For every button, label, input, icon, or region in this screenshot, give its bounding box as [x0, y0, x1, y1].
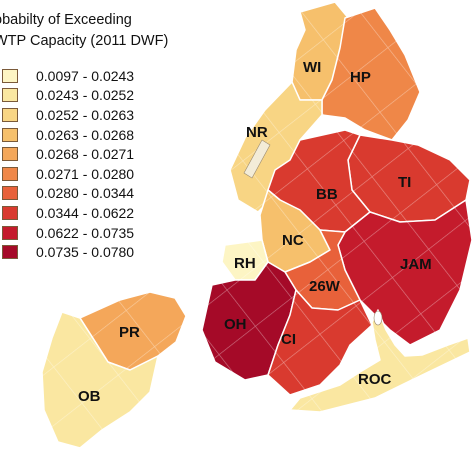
legend-swatch — [2, 127, 18, 142]
legend-label: 0.0344 - 0.0622 — [36, 204, 135, 221]
legend-item: 0.0268 - 0.0271 — [0, 144, 134, 164]
region-label-bb: BB — [316, 186, 338, 203]
island — [373, 310, 383, 326]
grid-overlay — [202, 2, 472, 412]
region-label-26w: 26W — [309, 278, 341, 295]
legend-label: 0.0097 - 0.0243 — [36, 67, 135, 84]
region-label-oh: OH — [224, 316, 247, 333]
legend-item: 0.0344 - 0.0622 — [0, 203, 134, 223]
legend-swatch — [2, 107, 18, 122]
legend: 0.0097 - 0.0243 0.0243 - 0.0252 0.0252 -… — [0, 66, 134, 262]
legend-label: 0.0243 - 0.0252 — [36, 87, 135, 104]
legend-label: 0.0622 - 0.0735 — [36, 224, 135, 241]
legend-item: 0.0263 - 0.0268 — [0, 125, 134, 145]
region-label-ob: OB — [78, 388, 101, 405]
region-label-jam: JAM — [400, 256, 432, 273]
legend-label: 0.0263 - 0.0268 — [36, 126, 135, 143]
region-label-wi: WI — [303, 59, 321, 76]
legend-swatch — [2, 225, 18, 240]
legend-title-line1: obabilty of Exceeding — [0, 12, 132, 28]
region-label-ci: CI — [281, 331, 296, 348]
legend-item: 0.0735 - 0.0780 — [0, 242, 134, 262]
legend-label: 0.0252 - 0.0263 — [36, 106, 135, 123]
region-label-roc: ROC — [358, 371, 392, 388]
region-label-ti: TI — [398, 174, 411, 191]
legend-label: 0.0280 - 0.0344 — [36, 185, 135, 202]
legend-item: 0.0280 - 0.0344 — [0, 184, 134, 204]
legend-title: obabilty of Exceeding WTP Capacity (2011… — [0, 10, 168, 52]
central-park — [243, 139, 271, 179]
legend-swatch — [2, 88, 18, 103]
grid-overlay-si — [42, 292, 186, 448]
legend-item: 0.0252 - 0.0263 — [0, 105, 134, 125]
legend-swatch — [2, 205, 18, 220]
legend-swatch — [2, 186, 18, 201]
legend-label: 0.0268 - 0.0271 — [36, 146, 135, 163]
legend-label: 0.0271 - 0.0280 — [36, 165, 135, 182]
legend-item: 0.0622 - 0.0735 — [0, 223, 134, 243]
legend-item: 0.0243 - 0.0252 — [0, 86, 134, 106]
legend-swatch — [2, 147, 18, 162]
region-label-rh: RH — [234, 255, 256, 272]
legend-swatch — [2, 166, 18, 181]
legend-swatch — [2, 245, 18, 260]
legend-swatch — [2, 68, 18, 83]
legend-title-line2: WTP Capacity (2011 DWF) — [0, 33, 169, 49]
region-label-nc: NC — [282, 232, 304, 249]
region-label-hp: HP — [350, 69, 371, 86]
legend-item: 0.0271 - 0.0280 — [0, 164, 134, 184]
legend-label: 0.0735 - 0.0780 — [36, 244, 135, 261]
legend-item: 0.0097 - 0.0243 — [0, 66, 134, 86]
region-label-pr: PR — [119, 324, 140, 341]
region-label-nr: NR — [246, 124, 268, 141]
